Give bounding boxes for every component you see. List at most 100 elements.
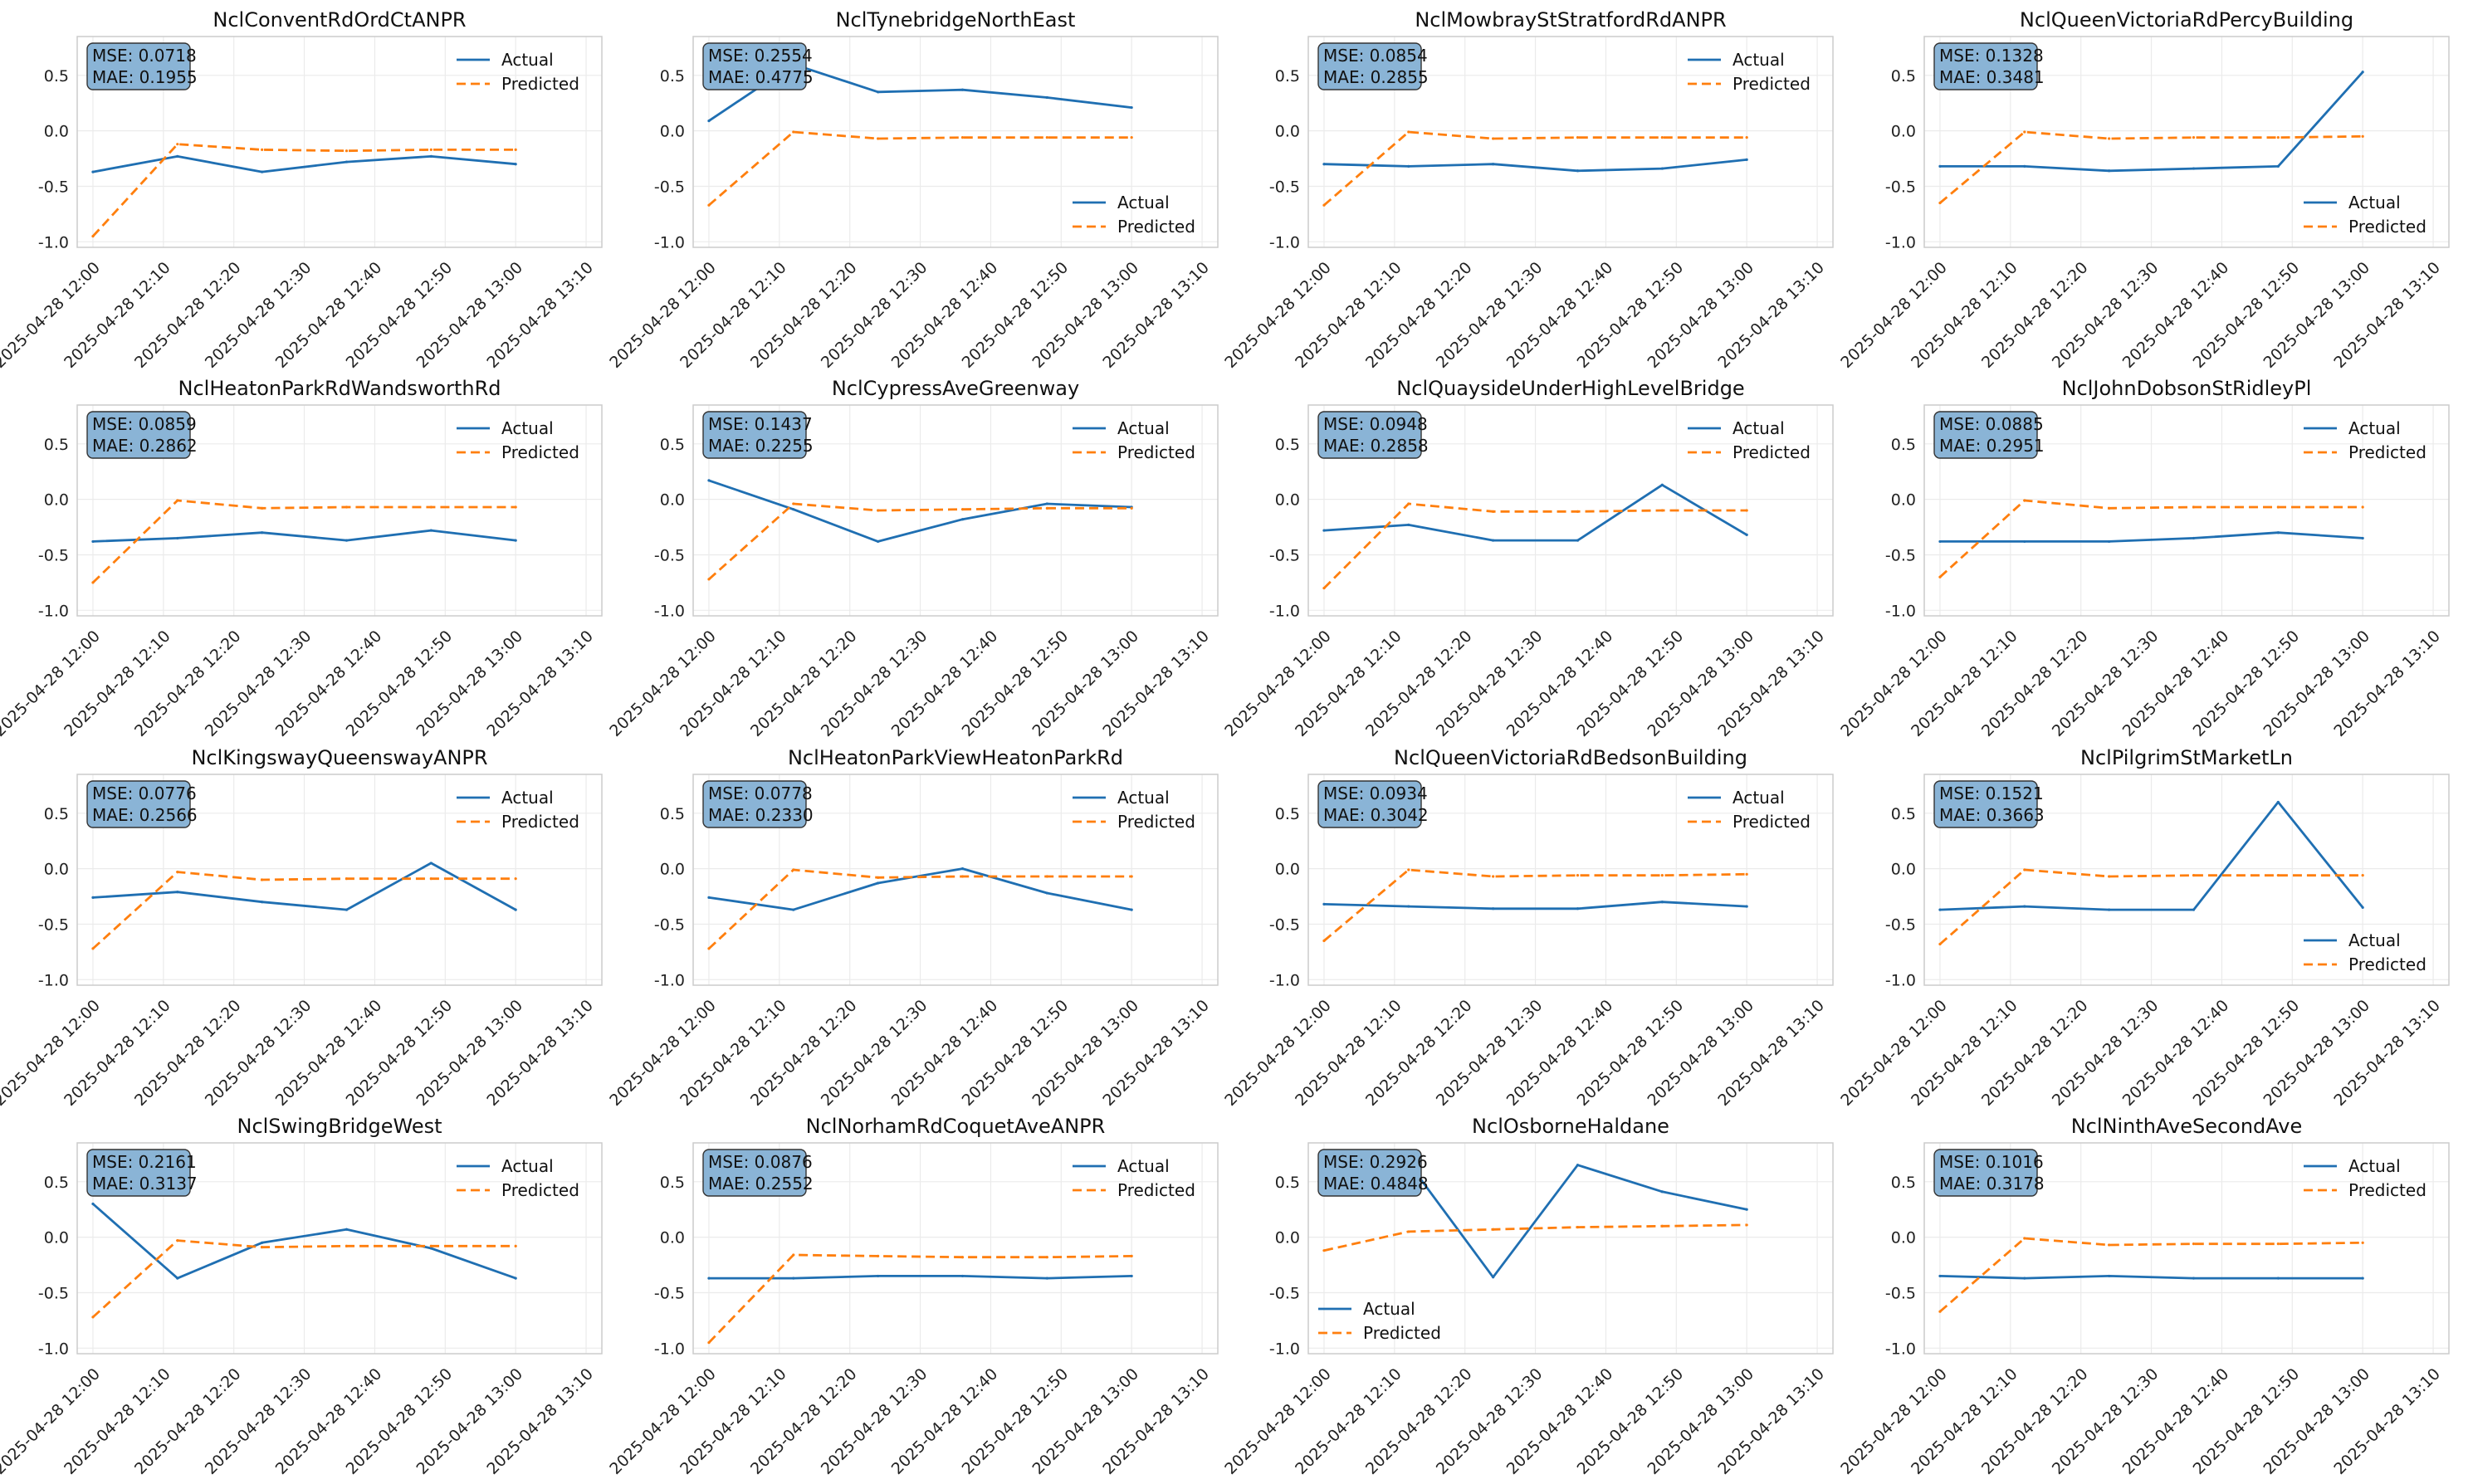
actual-point [1045, 502, 1048, 505]
legend-predicted-label: Predicted [501, 442, 579, 462]
metrics-box [1933, 411, 2038, 459]
y-tick-label: 0.5 [1891, 1174, 1916, 1192]
metrics-box [1933, 1149, 2038, 1197]
actual-point [2023, 1277, 2026, 1280]
mse-label: MSE: 0.0876 [708, 1152, 813, 1172]
metrics-box [1933, 780, 2038, 828]
predicted-point [91, 1316, 95, 1319]
predicted-point [2192, 874, 2196, 877]
actual-point [1576, 539, 1580, 542]
predicted-point [261, 1246, 264, 1249]
metrics-box [86, 411, 191, 459]
y-tick-label: -1.0 [654, 971, 685, 989]
actual-series-line [1323, 483, 1747, 542]
y-tick-label: 0.0 [1275, 123, 1300, 141]
actual-point [261, 170, 264, 173]
predicted-point [792, 130, 795, 134]
mse-label: MSE: 0.0948 [1323, 414, 1428, 434]
actual-point [2192, 908, 2196, 911]
y-tick-label: -1.0 [654, 602, 685, 620]
y-tick-label: -1.0 [1885, 1340, 1916, 1358]
y-tick-label: -1.0 [1269, 233, 1300, 251]
predicted-series-line [1939, 499, 2363, 578]
actual-point [2192, 167, 2196, 170]
actual-point [1322, 902, 1326, 906]
actual-point [1938, 908, 1942, 911]
legend-predicted-label: Predicted [1363, 1323, 1441, 1343]
actual-series-line [1940, 531, 2363, 543]
y-tick-label: 0.0 [1275, 861, 1300, 879]
legend-predicted-label: Predicted [2348, 442, 2426, 462]
predicted-series-line [708, 502, 1132, 580]
legend: Actual Predicted [457, 418, 579, 462]
legend-predicted-label: Predicted [1117, 1180, 1195, 1200]
actual-point [877, 539, 880, 544]
actual-point [2276, 531, 2280, 535]
y-tick-label: 0.5 [1891, 805, 1916, 823]
mae-label: MAE: 0.2862 [92, 436, 198, 456]
actual-series-line [92, 862, 516, 911]
predicted-point [707, 203, 711, 207]
mae-label: MAE: 0.3663 [1939, 805, 2045, 825]
actual-point [2023, 905, 2026, 908]
y-tick-label: 0.5 [1891, 67, 1916, 85]
predicted-point [345, 149, 349, 153]
predicted-series-line [1323, 1223, 1747, 1252]
y-tick-label: -1.0 [1269, 971, 1300, 989]
predicted-series-line [92, 871, 516, 949]
actual-series-line [709, 1275, 1132, 1280]
predicted-point [2276, 874, 2280, 877]
mse-label: MSE: 0.0885 [1939, 414, 2044, 434]
subplot-title: NclHeatonParkViewHeatonParkRd [788, 746, 1123, 769]
predicted-point [1938, 1310, 1942, 1313]
y-tick-label: -0.5 [38, 178, 69, 196]
predicted-point [2361, 874, 2364, 877]
predicted-point [1745, 872, 1748, 876]
legend: Actual Predicted [2304, 418, 2426, 462]
y-tick-label: -0.5 [38, 1284, 69, 1302]
legend-actual-label: Actual [501, 1156, 554, 1176]
subplot-title: NclPilgrimStMarketLn [2080, 746, 2293, 769]
predicted-point [877, 509, 880, 512]
mae-label: MAE: 0.3178 [1939, 1174, 2045, 1194]
metrics-box [702, 1149, 807, 1197]
predicted-point [1407, 868, 1410, 871]
legend-actual-label: Actual [1363, 1299, 1415, 1319]
predicted-point [1660, 1224, 1664, 1228]
legend-predicted-label: Predicted [1117, 812, 1195, 832]
actual-point [707, 1277, 711, 1280]
legend-predicted-label: Predicted [1732, 442, 1811, 462]
predicted-point [2108, 1243, 2111, 1247]
legend-actual-label: Actual [501, 50, 554, 70]
legend-predicted-label: Predicted [1117, 442, 1195, 462]
subplot-title: NclMowbrayStStratfordRdANPR [1415, 8, 1726, 32]
actual-point [1938, 164, 1942, 168]
predicted-point [1492, 875, 1495, 878]
predicted-point [792, 868, 795, 871]
y-tick-label: -1.0 [38, 971, 69, 989]
actual-point [1130, 1274, 1133, 1278]
predicted-point [1045, 136, 1048, 139]
mse-label: MSE: 0.1016 [1939, 1152, 2044, 1172]
mse-label: MSE: 0.0778 [708, 783, 813, 803]
actual-point [1492, 163, 1495, 166]
y-tick-label: -1.0 [1885, 233, 1916, 251]
actual-point [514, 908, 517, 911]
plot-frame [692, 404, 1219, 617]
legend-actual-label: Actual [2348, 418, 2401, 438]
actual-point [261, 531, 264, 535]
predicted-point [1576, 874, 1580, 877]
actual-point [2361, 1277, 2364, 1280]
y-tick-label: -1.0 [654, 1340, 685, 1358]
actual-point [960, 1274, 965, 1278]
mae-label: MAE: 0.1955 [92, 67, 198, 87]
predicted-point [1045, 875, 1048, 878]
plot-frame [1923, 1142, 2450, 1355]
